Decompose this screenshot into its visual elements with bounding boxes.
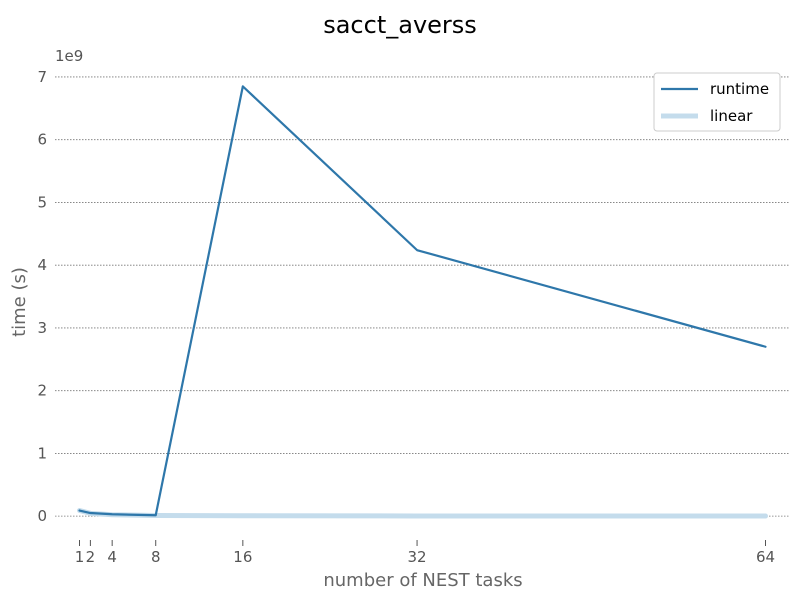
y-offset-label: 1e9	[55, 47, 83, 65]
x-tick-label-32: 32	[408, 548, 427, 566]
x-tick-label-8: 8	[151, 548, 161, 566]
y-tick-label-6: 6	[37, 131, 47, 149]
y-tick-label-7: 7	[37, 68, 47, 86]
legend-label-runtime: runtime	[710, 80, 769, 98]
y-tick-label-2: 2	[37, 382, 47, 400]
series-group	[77, 85, 768, 519]
legend-label-linear: linear	[710, 107, 753, 125]
y-axis-label: time (s)	[9, 267, 30, 337]
x-axis-label: number of NEST tasks	[323, 570, 522, 591]
y-tick-label-1: 1	[37, 444, 47, 462]
y-tick-label-5: 5	[37, 193, 47, 211]
x-axis-ticks: 1 2 4 8 16 32 64	[75, 540, 775, 566]
chart-title: sacct_averss	[323, 11, 477, 39]
legend: runtime linear	[653, 72, 781, 132]
y-tick-label-3: 3	[37, 319, 47, 337]
x-tick-label-64: 64	[756, 548, 775, 566]
series-line-runtime	[78, 85, 767, 517]
x-tick-label-4: 4	[107, 548, 117, 566]
y-tick-label-4: 4	[37, 256, 47, 274]
y-tick-label-0: 0	[37, 507, 47, 525]
x-tick-label-16: 16	[233, 548, 252, 566]
x-tick-label-2: 2	[86, 548, 96, 566]
x-tick-label-1: 1	[75, 548, 85, 566]
y-axis-ticks: 0 1 2 3 4 5 6 7	[37, 68, 47, 525]
